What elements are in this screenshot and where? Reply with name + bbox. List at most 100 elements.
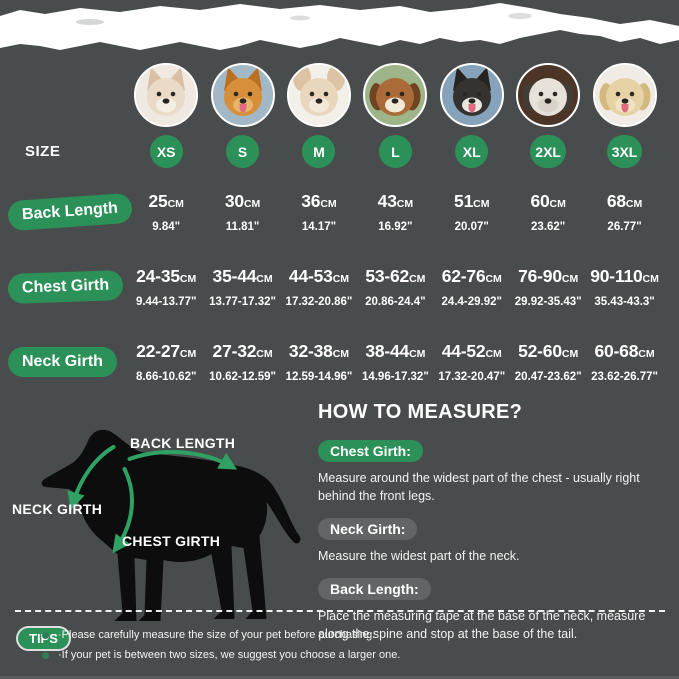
cm-value: 53-62 <box>365 265 410 286</box>
back-length-value-cell: 25CM 9.84" <box>128 191 204 234</box>
dog-photo-chihuahua <box>134 63 199 127</box>
chest-girth-label-pill: Chest Girth <box>7 270 124 304</box>
cm-value: 62-76 <box>441 265 486 286</box>
chest-girth-value-cell: 44-53CM 17.32-20.86" <box>281 266 357 309</box>
inch-value: 9.44-13.77" <box>135 295 197 308</box>
inch-value: 12.59-14.96" <box>285 370 353 383</box>
chest-girth-value-cell: 62-76CM 24.4-29.92" <box>434 266 510 309</box>
dog-photo-cell <box>357 63 433 127</box>
back-length-value-cell: 60CM 23.62" <box>510 191 586 234</box>
cm-unit: CM <box>549 197 566 210</box>
cm-value: 44-52 <box>441 340 486 361</box>
back-length-label-cell: Back Length <box>0 192 133 232</box>
cm-unit: CM <box>332 347 350 360</box>
dog-face-icon <box>212 65 273 125</box>
cm-unit: CM <box>409 272 426 285</box>
cm-value: 32-38 <box>288 340 333 361</box>
cm-value: 25 <box>148 190 168 211</box>
cm-unit: CM <box>473 197 490 210</box>
cm-value: 76-90 <box>518 265 562 286</box>
size-row: SIZE XS S M L XL 2XL 3XL <box>0 135 663 168</box>
how-to-measure-section: HOW TO MEASURE? Chest Girth: Measure aro… <box>318 401 670 656</box>
inch-value: 17.32-20.86" <box>285 295 353 308</box>
neck-girth-value-cell: 44-52CM 17.32-20.47" <box>434 341 510 384</box>
dog-face-icon <box>288 65 349 125</box>
inch-value: 14.17" <box>301 220 337 233</box>
cm-unit: CM <box>256 347 273 360</box>
chest-girth-value-cell: 24-35CM 9.44-13.77" <box>128 266 204 309</box>
size-badge-3xl: 3XL <box>606 135 643 168</box>
chest-girth-row: Chest Girth 24-35CM 9.44-13.77" 35-44CM … <box>0 258 663 316</box>
cm-unit: CM <box>320 197 337 210</box>
inch-value: 23.62" <box>531 220 566 233</box>
cm-unit: CM <box>179 347 197 360</box>
cm-unit: CM <box>638 347 655 360</box>
size-cell: XS <box>128 135 204 168</box>
neck-girth-arc <box>67 445 116 511</box>
dog-face-icon <box>136 65 197 125</box>
inch-value: 10.62-12.59" <box>209 370 276 383</box>
inch-value: 9.84" <box>152 220 181 233</box>
chest-girth-diagram-label: CHEST GIRTH <box>122 533 221 549</box>
neck-girth-label-pill: Neck Girth <box>8 347 117 377</box>
dog-photo-labrador <box>592 63 657 127</box>
dog-photos-row <box>0 63 663 127</box>
back-length-value-cell: 68CM 26.77" <box>586 191 662 234</box>
back-length-value-cell: 51CM 20.07" <box>434 191 510 234</box>
howto-badge-back-length: Back Length: <box>318 578 431 600</box>
bullet-dot-icon <box>42 652 49 659</box>
dog-photo-cell <box>510 63 586 127</box>
cm-unit: CM <box>332 272 350 285</box>
size-badge-xl: XL <box>455 135 489 168</box>
dog-photo-cell <box>281 63 357 127</box>
howto-item-back-length: Back Length: Place the measuring tape at… <box>318 578 670 643</box>
inch-value: 14.96-17.32" <box>361 370 429 383</box>
neck-girth-diagram-label: NECK GIRTH <box>12 501 103 517</box>
cm-value: 35-44 <box>212 265 257 286</box>
howto-item-neck-girth: Neck Girth: Measure the widest part of t… <box>318 518 670 565</box>
bullet-dot-icon <box>42 632 49 639</box>
dog-photo-cell <box>586 63 662 127</box>
bottom-edge <box>0 676 679 679</box>
inch-value: 17.32-20.47" <box>438 370 506 383</box>
cm-value: 24-35 <box>136 265 180 286</box>
neck-girth-value-cell: 38-44CM 14.96-17.32" <box>357 341 433 384</box>
size-badge-xs: XS <box>149 135 183 168</box>
size-badge-m: M <box>302 135 336 168</box>
inch-value: 20.07" <box>454 220 489 233</box>
inch-value: 11.81" <box>225 220 260 233</box>
cm-unit: CM <box>485 272 502 285</box>
dog-photo-pitbull <box>516 63 581 127</box>
cm-value: 60 <box>530 190 550 211</box>
cm-unit: CM <box>167 197 184 210</box>
cm-unit: CM <box>642 272 659 285</box>
torn-paper-edge <box>0 3 679 50</box>
size-cell: XL <box>434 135 510 168</box>
chest-girth-value-cell: 90-110CM 35.43-43.3" <box>586 266 662 309</box>
cm-value: 44-53 <box>288 265 333 286</box>
inch-value: 35.43-43.3" <box>594 295 655 308</box>
back-length-value-cell: 43CM 16.92" <box>357 191 433 234</box>
neck-girth-value-cell: 60-68CM 23.62-26.77" <box>586 341 662 384</box>
size-cell: S <box>204 135 280 168</box>
tip-row: ·Please carefully measure the size of yo… <box>42 629 375 642</box>
howto-badge-chest-girth: Chest Girth: <box>318 440 423 462</box>
neck-girth-row: Neck Girth 22-27CM 8.66-10.62" 27-32CM 1… <box>0 333 663 391</box>
cm-value: 22-27 <box>136 340 180 361</box>
cm-unit: CM <box>625 197 643 210</box>
howto-item-chest-girth: Chest Girth: Measure around the widest p… <box>318 440 670 505</box>
cm-value: 30 <box>224 190 244 211</box>
cm-value: 43 <box>377 190 397 211</box>
dog-photo-cell <box>204 63 280 127</box>
cm-unit: CM <box>256 272 273 285</box>
dog-photo-border-collie <box>439 63 504 127</box>
cm-unit: CM <box>243 197 261 210</box>
back-length-diagram-label: BACK LENGTH <box>130 435 236 451</box>
dog-photo-beagle <box>363 63 428 127</box>
howto-text-neck-girth: Measure the widest part of the neck. <box>318 549 520 563</box>
inch-value: 13.77-17.32" <box>209 295 276 308</box>
cm-value: 36 <box>301 190 321 211</box>
cm-value: 68 <box>606 190 626 211</box>
chest-girth-value-cell: 53-62CM 20.86-24.4" <box>357 266 433 309</box>
dog-photo-cell <box>128 63 204 127</box>
